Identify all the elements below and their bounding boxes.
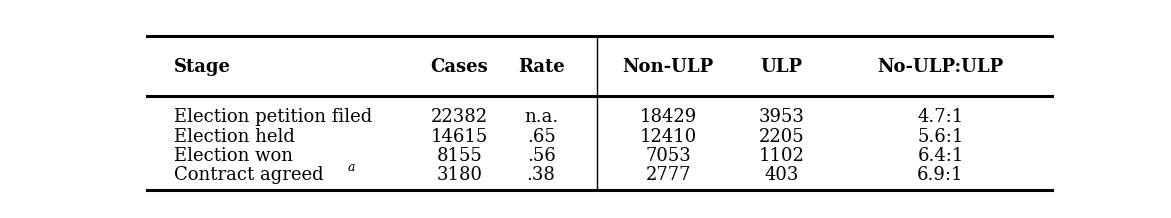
Text: Rate: Rate <box>518 58 564 76</box>
Text: 12410: 12410 <box>639 128 697 146</box>
Text: .65: .65 <box>527 128 555 146</box>
Text: 5.6:1: 5.6:1 <box>917 128 964 146</box>
Text: 4.7:1: 4.7:1 <box>917 108 964 126</box>
Text: No-ULP:ULP: No-ULP:ULP <box>877 58 1004 76</box>
Text: 2205: 2205 <box>759 128 804 146</box>
Text: 3180: 3180 <box>437 166 482 184</box>
Text: a: a <box>348 160 355 174</box>
Text: Stage: Stage <box>173 58 231 76</box>
Text: Election won: Election won <box>173 147 293 165</box>
Text: 22382: 22382 <box>431 108 488 126</box>
Text: .38: .38 <box>527 166 555 184</box>
Text: 2777: 2777 <box>645 166 691 184</box>
Text: .56: .56 <box>527 147 555 165</box>
Text: 6.9:1: 6.9:1 <box>917 166 964 184</box>
Text: 6.4:1: 6.4:1 <box>917 147 964 165</box>
Text: ULP: ULP <box>761 58 802 76</box>
Text: Election petition filed: Election petition filed <box>173 108 372 126</box>
Text: 18429: 18429 <box>639 108 697 126</box>
Text: Non-ULP: Non-ULP <box>623 58 714 76</box>
Text: Cases: Cases <box>431 58 488 76</box>
Text: 1102: 1102 <box>759 147 804 165</box>
Text: n.a.: n.a. <box>525 108 559 126</box>
Text: Contract agreed: Contract agreed <box>173 166 323 184</box>
Text: 14615: 14615 <box>431 128 488 146</box>
Text: 7053: 7053 <box>645 147 691 165</box>
Text: Election held: Election held <box>173 128 294 146</box>
Text: 3953: 3953 <box>759 108 804 126</box>
Text: 8155: 8155 <box>437 147 482 165</box>
Text: 403: 403 <box>765 166 799 184</box>
